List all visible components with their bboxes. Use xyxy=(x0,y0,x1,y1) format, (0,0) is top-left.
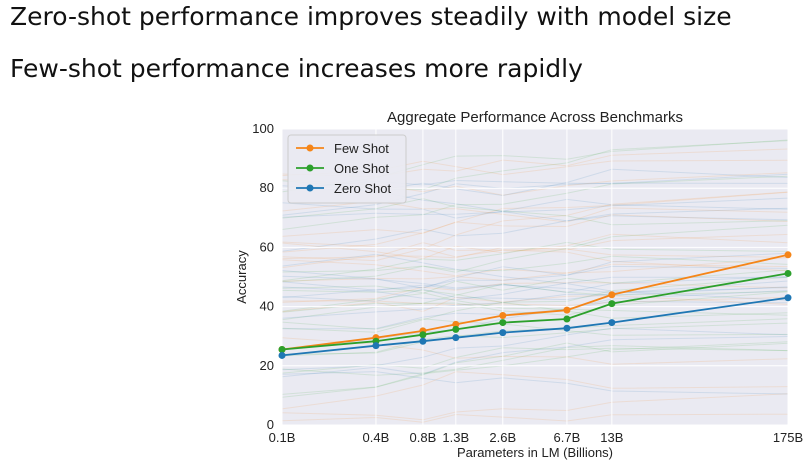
benchmark-line xyxy=(281,281,789,294)
benchmark-line xyxy=(281,233,789,262)
benchmark-line xyxy=(281,371,789,410)
legend-box xyxy=(287,134,407,204)
data-point xyxy=(784,294,792,302)
benchmark-line xyxy=(281,318,789,355)
legend-marker xyxy=(306,184,314,192)
x-tick-label: 2.6B xyxy=(489,430,516,445)
legend-label: Zero Shot xyxy=(334,181,391,196)
benchmark-line xyxy=(281,233,789,260)
benchmark-line xyxy=(281,253,789,301)
data-point xyxy=(499,311,507,319)
benchmark-line xyxy=(281,318,789,336)
data-point xyxy=(419,331,427,339)
data-point xyxy=(608,300,616,308)
benchmark-line xyxy=(281,257,789,277)
x-tick-label: 175B xyxy=(773,430,803,445)
y-ticks: 0 20 40 60 80 100 xyxy=(252,121,274,432)
benchmark-line xyxy=(281,275,789,293)
y-tick-label: 0 xyxy=(267,417,274,432)
benchmark-line xyxy=(281,413,789,423)
data-point xyxy=(784,251,792,259)
benchmark-line xyxy=(281,285,789,316)
y-tick-label: 20 xyxy=(260,358,274,373)
x-tick-label: 0.1B xyxy=(269,430,296,445)
benchmark-line xyxy=(281,295,789,313)
benchmark-line xyxy=(281,276,789,301)
legend-marker xyxy=(306,144,314,152)
data-point xyxy=(278,346,286,354)
data-point xyxy=(563,324,571,332)
bullet-zero-shot: Zero-shot performance improves steadily … xyxy=(10,2,732,31)
benchmark-line xyxy=(281,252,789,299)
x-tick-label: 0.4B xyxy=(363,430,390,445)
data-point xyxy=(608,291,616,299)
legend-marker xyxy=(306,164,314,172)
y-tick-label: 100 xyxy=(252,121,274,136)
y-tick-label: 40 xyxy=(260,299,274,314)
benchmark-line xyxy=(281,336,789,378)
data-point xyxy=(452,325,460,333)
data-point xyxy=(372,342,380,350)
x-tick-label: 6.7B xyxy=(554,430,581,445)
series-line-few-shot xyxy=(281,253,789,351)
data-point xyxy=(278,351,286,359)
benchmark-line xyxy=(281,207,789,252)
benchmark-line xyxy=(281,327,789,371)
data-point xyxy=(499,319,507,327)
data-point xyxy=(499,329,507,337)
chart-title: Aggregate Performance Across Benchmarks xyxy=(387,109,683,126)
benchmark-line xyxy=(281,269,789,312)
benchmark-line xyxy=(281,198,789,226)
benchmark-line xyxy=(281,290,789,351)
benchmark-line xyxy=(281,289,789,319)
benchmark-line xyxy=(281,393,789,421)
data-point xyxy=(452,320,460,328)
series-line-zero-shot xyxy=(281,296,789,357)
x-ticks: 0.1B 0.4B 0.8B 1.3B 2.6B 6.7B 13B 175B xyxy=(269,430,804,445)
y-tick-label: 80 xyxy=(260,180,274,195)
y-axis-label: Accuracy xyxy=(234,250,249,304)
benchmark-line xyxy=(281,280,789,302)
data-point xyxy=(784,269,792,277)
x-tick-label: 1.3B xyxy=(442,430,469,445)
benchmark-line xyxy=(281,282,789,303)
x-tick-label: 13B xyxy=(600,430,623,445)
data-point xyxy=(563,306,571,314)
benchmark-line xyxy=(281,341,789,395)
y-tick-label: 60 xyxy=(260,239,274,254)
benchmark-line xyxy=(281,191,789,253)
benchmark-line xyxy=(281,345,789,376)
benchmark-line xyxy=(281,175,789,230)
benchmark-line xyxy=(281,242,789,272)
benchmark-line xyxy=(281,342,789,398)
benchmark-line xyxy=(281,286,789,319)
benchmark-line xyxy=(281,296,789,307)
benchmark-line xyxy=(281,255,789,283)
bullet-few-shot: Few-shot performance increases more rapi… xyxy=(10,54,583,83)
legend-label: One Shot xyxy=(334,161,389,176)
benchmark-line xyxy=(281,246,789,269)
benchmark-line xyxy=(281,371,789,395)
benchmark-line xyxy=(281,265,789,289)
x-axis-label: Parameters in LM (Billions) xyxy=(457,445,613,460)
benchmark-line xyxy=(281,214,789,237)
benchmark-line xyxy=(281,241,789,282)
benchmark-line xyxy=(281,197,789,218)
benchmark-line xyxy=(281,300,789,330)
series-line-one-shot xyxy=(281,272,789,351)
benchmark-line xyxy=(281,263,789,282)
legend: Few Shot One Shot Zero Shot xyxy=(287,134,407,204)
x-tick-label: 0.8B xyxy=(410,430,437,445)
data-point xyxy=(452,334,460,342)
data-point xyxy=(563,315,571,323)
data-point xyxy=(608,319,616,327)
benchmark-line xyxy=(281,198,789,219)
benchmark-line xyxy=(281,224,789,273)
benchmark-line xyxy=(281,322,789,357)
legend-label: Few Shot xyxy=(334,141,389,156)
data-point xyxy=(419,337,427,345)
series-lines xyxy=(278,251,792,359)
